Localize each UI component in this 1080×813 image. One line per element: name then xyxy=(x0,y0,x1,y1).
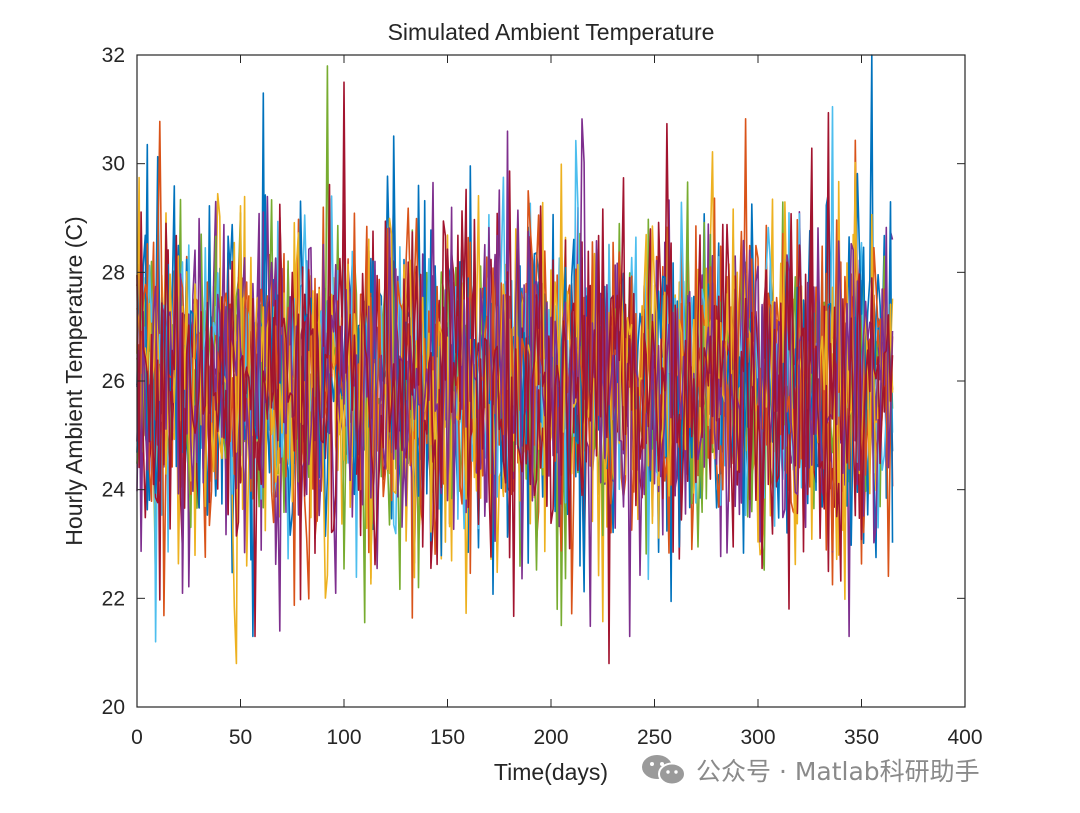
x-tick-label: 50 xyxy=(229,726,252,749)
watermark: 公众号 · Matlab科研助手 xyxy=(640,752,980,788)
series-line-12 xyxy=(136,147,894,638)
x-tick-label: 350 xyxy=(844,726,879,749)
y-tick-label: 22 xyxy=(102,587,125,610)
y-tick-label: 26 xyxy=(102,370,125,393)
y-tick-label: 24 xyxy=(102,479,126,502)
y-tick-label: 20 xyxy=(102,696,125,719)
x-tick-label: 250 xyxy=(637,726,672,749)
watermark-text: 公众号 · Matlab科研助手 xyxy=(696,757,980,786)
y-tick-label: 30 xyxy=(102,153,125,176)
series-lines xyxy=(136,54,894,665)
x-tick-label: 200 xyxy=(533,726,568,749)
y-tick-label: 28 xyxy=(102,261,125,284)
x-tick-label: 0 xyxy=(131,726,143,749)
wechat-icon xyxy=(642,755,686,786)
y-tick-label: 32 xyxy=(102,44,125,67)
x-tick-label: 400 xyxy=(947,726,982,749)
x-axis-label: Time(days) xyxy=(494,759,608,785)
x-tick-label: 100 xyxy=(326,726,361,749)
x-tick-label: 300 xyxy=(740,726,775,749)
chart-title: Simulated Ambient Temperature xyxy=(388,19,715,45)
axis-ticks: 0 50 100 150 200 250 300 350 400 20 22 24 26 28 30 32 xyxy=(102,44,983,749)
x-tick-label: 150 xyxy=(430,726,465,749)
y-axis-label: Hourly Ambient Temperature (C) xyxy=(61,216,87,545)
